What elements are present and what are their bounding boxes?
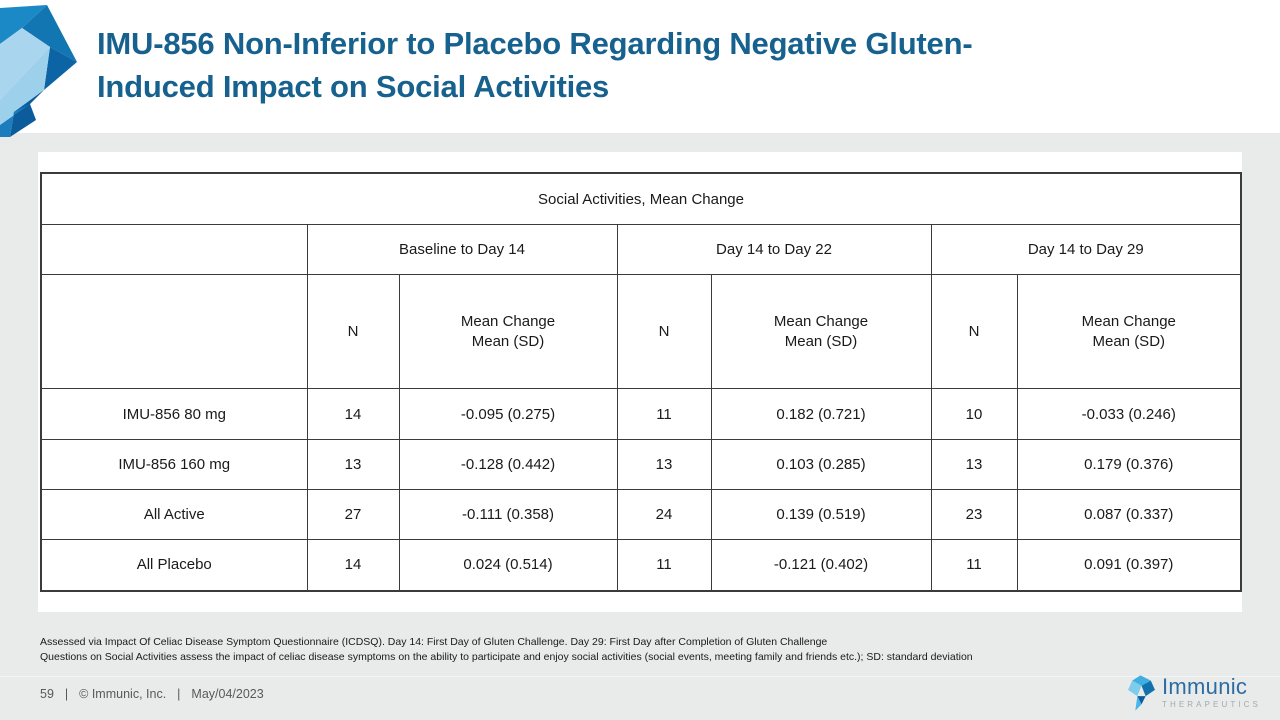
- table-cell: 0.103 (0.285): [710, 438, 932, 490]
- page-number: 59: [40, 687, 54, 701]
- table-cell: 27: [306, 488, 400, 540]
- logo-wordmark: Immunic THERAPEUTICS: [1162, 674, 1261, 710]
- table-cell: 14: [306, 388, 400, 440]
- table-cell: 13: [306, 438, 400, 490]
- column-header-n: N: [306, 274, 400, 390]
- table-cell: 0.139 (0.519): [710, 488, 932, 540]
- footer-separator: |: [64, 687, 69, 701]
- copyright-text: © Immunic, Inc.: [79, 687, 167, 701]
- table-subheader-row: N Mean Change Mean (SD) N Mean Change Me…: [40, 274, 1242, 390]
- table-cell: 0.087 (0.337): [1016, 488, 1242, 540]
- table-cell: 24: [616, 488, 712, 540]
- table-cell: 14: [306, 538, 400, 592]
- table-row-all-active: All Active 27 -0.111 (0.358) 24 0.139 (0…: [40, 488, 1242, 540]
- page-title-line2: Induced Impact on Social Activities: [97, 69, 610, 104]
- table-panel: Social Activities, Mean Change Baseline …: [38, 152, 1243, 612]
- table-cell: -0.111 (0.358): [398, 488, 618, 540]
- column-header-mean-change: Mean Change Mean (SD): [1016, 274, 1242, 390]
- table-cell: 11: [616, 388, 712, 440]
- table-cell: -0.095 (0.275): [398, 388, 618, 440]
- row-label: IMU-856 80 mg: [40, 388, 308, 440]
- immunic-logo-gem-icon: [1128, 675, 1155, 711]
- mean-header-line2: Mean (SD): [784, 332, 858, 350]
- mean-header-line2: Mean (SD): [1092, 332, 1166, 350]
- empty-header-cell: [40, 224, 308, 276]
- mean-header-line2: Mean (SD): [471, 332, 545, 350]
- footnote-line2: Questions on Social Activities assess th…: [40, 651, 973, 663]
- table-row-imu856-80mg: IMU-856 80 mg 14 -0.095 (0.275) 11 0.182…: [40, 388, 1242, 440]
- footer-date: May/04/2023: [191, 687, 264, 701]
- page-title-line1: IMU-856 Non-Inferior to Placebo Regardin…: [97, 26, 973, 61]
- row-label: All Active: [40, 488, 308, 540]
- table-group-header-row: Baseline to Day 14 Day 14 to Day 22 Day …: [40, 224, 1242, 276]
- column-header-n: N: [930, 274, 1018, 390]
- row-label: IMU-856 160 mg: [40, 438, 308, 490]
- column-header-mean-change: Mean Change Mean (SD): [398, 274, 618, 390]
- mean-header-line1: Mean Change: [773, 312, 869, 330]
- table-caption: Social Activities, Mean Change: [40, 172, 1242, 226]
- empty-header-cell: [40, 274, 308, 390]
- table-cell: 11: [616, 538, 712, 592]
- mean-header-line1: Mean Change: [1081, 312, 1176, 330]
- column-header-n: N: [616, 274, 712, 390]
- table-cell: -0.128 (0.442): [398, 438, 618, 490]
- table-cell: -0.033 (0.246): [1016, 388, 1242, 440]
- immunic-gem-icon: [0, 5, 77, 137]
- slide-footer: 59 | © Immunic, Inc. | May/04/2023: [40, 687, 264, 701]
- footnotes: Assessed via Impact Of Celiac Disease Sy…: [40, 635, 1240, 665]
- column-header-mean-change: Mean Change Mean (SD): [710, 274, 932, 390]
- logo-name: Immunic: [1162, 674, 1248, 699]
- row-label: All Placebo: [40, 538, 308, 592]
- social-activities-table: Social Activities, Mean Change Baseline …: [40, 172, 1243, 592]
- table-cell: 23: [930, 488, 1018, 540]
- footnote-line1: Assessed via Impact Of Celiac Disease Sy…: [40, 636, 828, 648]
- mean-header-line1: Mean Change: [460, 312, 556, 330]
- table-cell: 0.179 (0.376): [1016, 438, 1242, 490]
- group-header-day14-day29: Day 14 to Day 29: [930, 224, 1242, 276]
- table-cell: 0.182 (0.721): [710, 388, 932, 440]
- table-cell: 13: [616, 438, 712, 490]
- table-cell: -0.121 (0.402): [710, 538, 932, 592]
- immunic-logo: Immunic THERAPEUTICS: [1127, 675, 1261, 711]
- group-header-day14-day22: Day 14 to Day 22: [616, 224, 932, 276]
- footer-divider: [0, 676, 1280, 677]
- group-header-baseline-day14: Baseline to Day 14: [306, 224, 618, 276]
- table-row-imu856-160mg: IMU-856 160 mg 13 -0.128 (0.442) 13 0.10…: [40, 438, 1242, 490]
- logo-tagline: THERAPEUTICS: [1162, 700, 1261, 709]
- table-cell: 13: [930, 438, 1018, 490]
- table-row-all-placebo: All Placebo 14 0.024 (0.514) 11 -0.121 (…: [40, 538, 1242, 592]
- table-cell: 11: [930, 538, 1018, 592]
- table-cell: 0.091 (0.397): [1016, 538, 1242, 592]
- table-caption-row: Social Activities, Mean Change: [40, 172, 1242, 226]
- page-title: IMU-856 Non-Inferior to Placebo Regardin…: [97, 22, 1237, 108]
- table-cell: 10: [930, 388, 1018, 440]
- table-cell: 0.024 (0.514): [398, 538, 618, 592]
- footer-separator: |: [177, 687, 181, 701]
